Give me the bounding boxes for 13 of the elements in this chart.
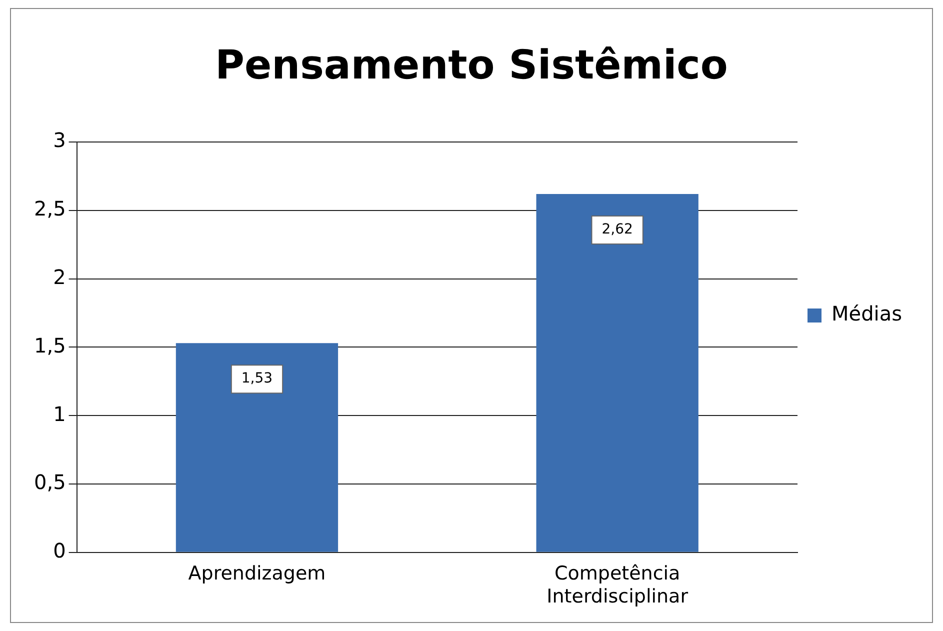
y-tick-label: 3 <box>53 128 66 152</box>
y-tick-label: 2 <box>53 265 66 290</box>
y-tick-label: 1,5 <box>34 333 66 358</box>
y-tick-label: 2,5 <box>34 196 66 221</box>
y-tick-label: 0,5 <box>34 470 66 494</box>
y-tick-label: 0 <box>53 538 66 563</box>
data-label: 1,53 <box>241 370 273 387</box>
x-tick-label: Aprendizagem <box>188 562 326 585</box>
chart-title: Pensamento Sistêmico <box>215 42 728 88</box>
data-label: 2,62 <box>602 222 633 238</box>
x-tick-label: Competência Interdisciplinar <box>546 562 688 608</box>
y-tick-label: 1 <box>53 402 66 426</box>
legend-label: Médias <box>832 302 902 326</box>
